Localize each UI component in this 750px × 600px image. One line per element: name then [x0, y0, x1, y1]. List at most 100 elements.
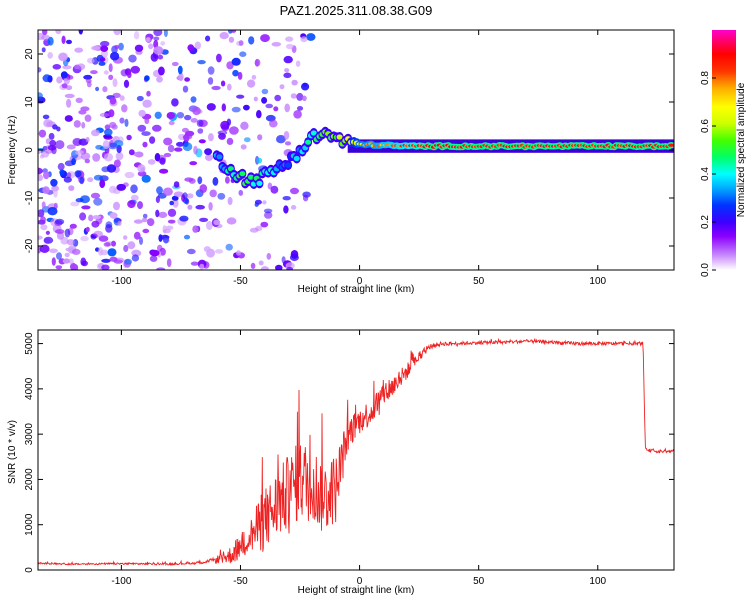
noise-blob [119, 95, 125, 101]
noise-blob [284, 141, 292, 146]
noise-blob [203, 246, 211, 253]
signal-point [239, 171, 246, 177]
noise-blob [149, 255, 158, 262]
noise-blob [249, 227, 259, 233]
noise-blob [149, 136, 156, 144]
x-tick-label: -50 [233, 576, 248, 587]
chart-title: PAZ1.2025.311.08.38.G09 [280, 3, 433, 18]
noise-blob [173, 181, 180, 188]
noise-blob [213, 219, 221, 226]
noise-blob [137, 170, 147, 177]
noise-blob [134, 44, 144, 52]
noise-blob [81, 205, 91, 210]
noise-blob [158, 66, 165, 76]
noise-blob [130, 184, 138, 194]
snr-plot-area [38, 330, 674, 570]
noise-blob [40, 224, 48, 231]
noise-blob [111, 240, 116, 247]
noise-blob [162, 229, 171, 234]
signal-point [310, 130, 317, 136]
noise-blob [93, 197, 103, 206]
noise-blob [137, 124, 147, 132]
spectrogram-y-ticks: -20 -10 0 10 20 [24, 48, 674, 253]
noise-blob [254, 58, 261, 67]
colorbar-label: Normalized spectral amplitude [736, 82, 747, 217]
noise-blob [306, 33, 316, 41]
noise-blob [103, 70, 109, 75]
noise-blob [61, 35, 66, 44]
noise-blob [169, 200, 174, 206]
noise-blob [43, 236, 54, 244]
noise-blob [113, 140, 124, 147]
noise-blob [68, 258, 74, 265]
noise-blob [148, 43, 154, 50]
noise-blob [55, 30, 62, 35]
noise-blob [85, 226, 90, 233]
noise-blob [264, 211, 273, 219]
y-tick-label: 0 [24, 147, 35, 153]
noise-blob [212, 177, 219, 186]
noise-blob [38, 174, 43, 182]
noise-blob [226, 217, 237, 225]
noise-blob [257, 134, 263, 141]
noise-blob [182, 85, 189, 93]
noise-blob [66, 98, 72, 108]
noise-blob [179, 215, 189, 222]
noise-blob [144, 75, 150, 82]
noise-blob [284, 68, 290, 73]
snr-marks [38, 337, 674, 567]
signal-point [256, 180, 263, 186]
noise-blob [226, 137, 234, 145]
noise-blob [142, 99, 152, 108]
noise-blob [95, 86, 100, 92]
noise-blob [155, 196, 160, 203]
noise-blob [226, 61, 234, 70]
noise-blob [47, 36, 54, 46]
noise-blob [107, 248, 117, 257]
noise-blob [157, 54, 164, 60]
noise-blob [57, 162, 65, 171]
spectrogram-marks [38, 30, 674, 270]
colorbar: 0.0 0.2 0.4 0.6 0.8 Normalized spectral ampl… [700, 30, 747, 277]
noise-blob [56, 126, 61, 132]
noise-blob [296, 106, 304, 111]
noise-blob [124, 258, 133, 265]
noise-blob [42, 30, 48, 36]
noise-blob [100, 45, 109, 52]
noise-blob [263, 208, 273, 214]
noise-blob [214, 249, 224, 254]
noise-blob [146, 90, 151, 97]
noise-blob [124, 171, 135, 179]
noise-blob [260, 221, 269, 228]
noise-blob [262, 200, 267, 205]
noise-blob [167, 144, 175, 153]
signal-point [336, 134, 343, 140]
noise-blob [219, 31, 229, 40]
y-tick-label: 10 [24, 96, 35, 108]
noise-blob [211, 85, 221, 91]
noise-blob [228, 36, 235, 43]
noise-blob [66, 171, 76, 179]
noise-blob [190, 118, 198, 123]
noise-blob [177, 65, 183, 75]
noise-blob [155, 209, 160, 218]
noise-blob [55, 140, 65, 150]
noise-blob [62, 65, 72, 70]
x-tick-label: -100 [111, 576, 131, 587]
noise-blob [236, 94, 245, 99]
noise-blob [41, 34, 50, 41]
noise-blob [153, 36, 160, 41]
noise-blob [39, 154, 44, 159]
noise-blob [133, 231, 141, 240]
noise-blob [115, 152, 124, 161]
noise-blob [130, 194, 139, 202]
noise-blob [130, 65, 140, 74]
y-tick-label: 4000 [24, 377, 35, 400]
noise-blob [208, 133, 214, 142]
noise-blob [116, 183, 126, 191]
noise-blob [53, 189, 58, 198]
noise-blob [171, 61, 179, 67]
snr-series-line [38, 337, 674, 567]
noise-blob [38, 129, 47, 138]
noise-blob [158, 211, 168, 218]
